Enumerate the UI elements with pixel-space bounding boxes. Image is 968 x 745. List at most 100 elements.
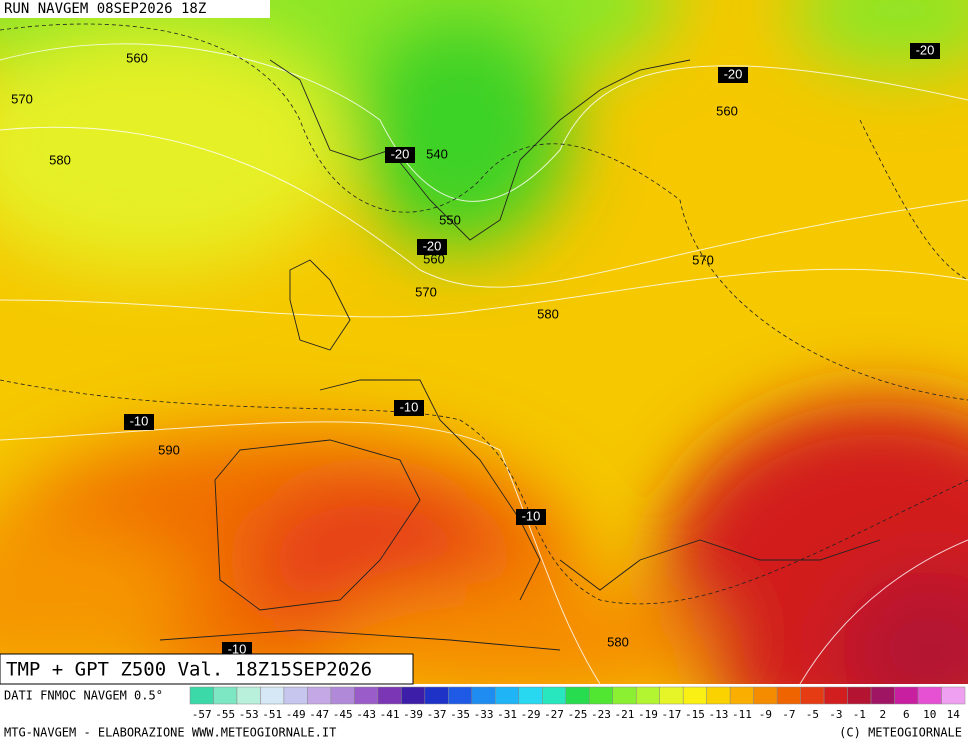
scale-label: -47	[309, 708, 329, 721]
scale-label: -15	[685, 708, 705, 721]
temperature-label: -20	[916, 42, 935, 57]
footer-right: (C) METEOGIORNALE	[839, 726, 962, 740]
scale-label: -55	[215, 708, 235, 721]
scale-label: -19	[638, 708, 658, 721]
scale-swatch	[495, 686, 520, 705]
caption: TMP + GPT Z500 Val. 18Z15SEP2026	[6, 659, 372, 681]
height-label: 540	[426, 146, 448, 161]
label-box	[385, 147, 415, 163]
scale-label: -35	[450, 708, 470, 721]
temperature-label: -20	[391, 146, 410, 161]
height-label: 580	[607, 634, 629, 649]
scale-swatch	[424, 686, 449, 705]
scale-label: -13	[708, 708, 728, 721]
scale-swatch	[588, 686, 613, 705]
height-label: 580	[49, 152, 71, 167]
scale-swatch	[823, 686, 848, 705]
scale-label: -57	[192, 708, 212, 721]
height-label: 580	[537, 306, 559, 321]
scale-label: -33	[474, 708, 494, 721]
scale-swatch	[635, 686, 660, 705]
scale-swatch	[377, 686, 402, 705]
label-box	[516, 509, 546, 525]
scale-label: -1	[853, 708, 866, 721]
scale-label: 10	[923, 708, 936, 721]
scale-label: -41	[380, 708, 400, 721]
temperature-label: -10	[130, 413, 149, 428]
label-box	[417, 239, 447, 255]
height-label: 570	[415, 284, 437, 299]
label-box	[394, 400, 424, 416]
scale-label: -43	[356, 708, 376, 721]
height-label: 550	[439, 212, 461, 227]
scale-swatch	[612, 686, 637, 705]
scale-label: -21	[615, 708, 635, 721]
scale-label: -25	[568, 708, 588, 721]
scale-swatch	[917, 686, 942, 705]
temperature-label: -20	[724, 66, 743, 81]
height-label: 560	[423, 251, 445, 266]
label-box	[910, 43, 940, 59]
scale-label: 2	[879, 708, 886, 721]
scale-label: -17	[662, 708, 682, 721]
scale-swatch	[448, 686, 473, 705]
temperature-label: -10	[522, 508, 541, 523]
scale-label: -53	[239, 708, 259, 721]
footer-left: MTG-NAVGEM - ELABORAZIONE WWW.METEOGIORN…	[4, 726, 336, 740]
scale-swatch	[542, 686, 567, 705]
scale-label: -37	[427, 708, 447, 721]
scale-label: 6	[903, 708, 910, 721]
scale-label: -29	[521, 708, 541, 721]
scale-swatch	[307, 686, 332, 705]
temperature-label: -10	[400, 399, 419, 414]
height-label: 560	[126, 50, 148, 65]
scale-swatch	[518, 686, 543, 705]
scale-swatch	[682, 686, 707, 705]
scale-swatch	[706, 686, 731, 705]
scale-swatch	[471, 686, 496, 705]
scale-label: -9	[759, 708, 772, 721]
scale-label: -51	[262, 708, 282, 721]
height-label: 560	[716, 103, 738, 118]
scale-swatch	[941, 686, 966, 705]
scale-label: 14	[947, 708, 961, 721]
scale-label: -31	[497, 708, 517, 721]
scale-swatch	[401, 686, 426, 705]
label-box	[718, 67, 748, 83]
color-scale: -57 -55 -53 -51 -49 -47 -45 -43 -41 -39 -37 -35 -33-…	[189, 686, 966, 721]
scale-swatch	[659, 686, 684, 705]
scale-label: -49	[286, 708, 306, 721]
height-label: 590	[158, 442, 180, 457]
scale-swatch	[283, 686, 308, 705]
source: DATI FNMOC NAVGEM 0.5°	[4, 689, 163, 703]
scale-swatch	[847, 686, 872, 705]
scale-swatch	[260, 686, 285, 705]
scale-swatch	[330, 686, 355, 705]
scale-label: -3	[829, 708, 842, 721]
scale-swatch	[354, 686, 379, 705]
scale-label: -45	[333, 708, 353, 721]
header-box	[0, 0, 270, 18]
scale-swatch	[894, 686, 919, 705]
scale-swatch	[870, 686, 895, 705]
temperature-label: -20	[423, 238, 442, 253]
caption-box	[0, 653, 414, 685]
label-box	[124, 414, 154, 430]
scale-label: -11	[732, 708, 752, 721]
scale-swatch	[189, 686, 214, 705]
temperature-label: -10	[228, 641, 247, 656]
scale-swatch	[729, 686, 754, 705]
scale-label: -23	[591, 708, 611, 721]
scale-swatch	[800, 686, 825, 705]
scale-label: -39	[403, 708, 423, 721]
scale-swatch	[213, 686, 238, 705]
height-label: 570	[692, 252, 714, 267]
scale-label: -7	[782, 708, 795, 721]
scale-swatch	[236, 686, 261, 705]
scale-swatch	[776, 686, 801, 705]
height-label: 570	[11, 91, 33, 106]
scale-label: -5	[806, 708, 819, 721]
